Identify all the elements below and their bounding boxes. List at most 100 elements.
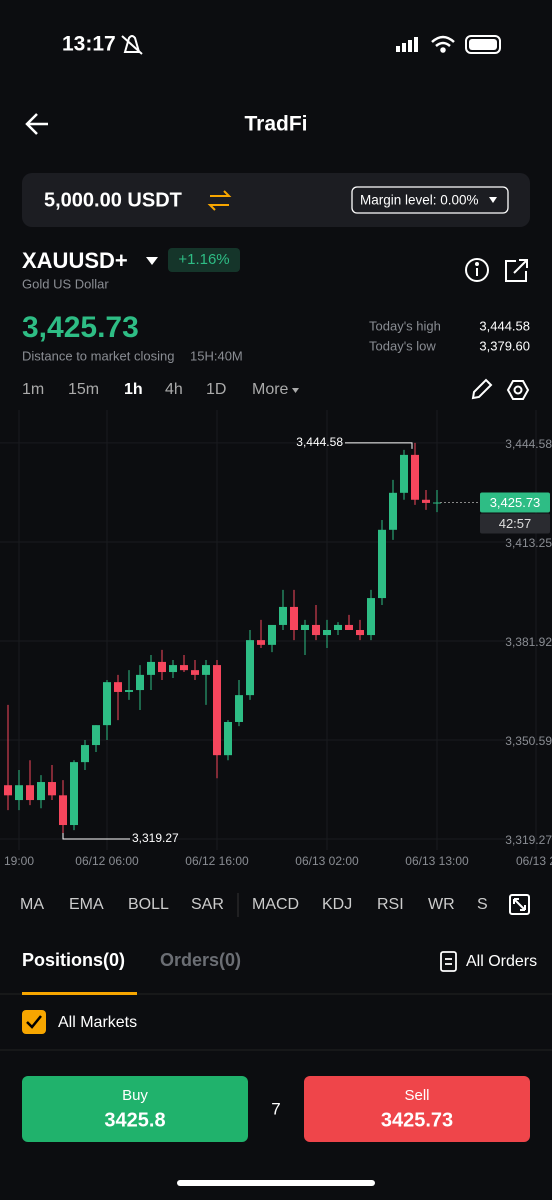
candle-body [191, 670, 199, 675]
margin-button[interactable] [351, 186, 509, 214]
symbol[interactable]: XAUUSD+ [22, 248, 128, 273]
indicator-option[interactable]: SAR [191, 896, 224, 913]
candle-body [411, 454, 419, 500]
candle-body [158, 661, 166, 673]
candle-body [92, 725, 100, 746]
buy-label: Buy [122, 1087, 148, 1104]
candle-body [37, 782, 45, 801]
interval-option[interactable]: 15m [68, 381, 99, 398]
candle-body [70, 762, 78, 826]
candle-body [169, 665, 177, 673]
x-tick-label: 19:00 [4, 854, 34, 868]
candle-body [48, 782, 56, 796]
sell-button[interactable] [304, 1076, 530, 1142]
interval-option[interactable]: 4h [165, 381, 183, 398]
signal-icon [396, 37, 418, 52]
interval-option[interactable]: More [252, 381, 289, 398]
interval-bar: 1m 15m 1h 4h 1D More [22, 381, 289, 398]
interval-option[interactable]: 1h [124, 381, 143, 398]
candle-body [15, 785, 23, 801]
candle-body [257, 640, 265, 645]
buy-button[interactable] [22, 1076, 248, 1142]
candle-body [279, 606, 287, 625]
indicator-option[interactable]: S [477, 896, 488, 913]
candle-body [180, 665, 188, 671]
positions-tab[interactable]: Positions(0) [22, 950, 125, 970]
mute-icon [121, 35, 143, 55]
low-marker [62, 833, 130, 840]
candle-body [312, 624, 320, 636]
swap-icon[interactable] [207, 190, 232, 211]
candle-body [356, 630, 364, 636]
indicator-option[interactable]: BOLL [128, 896, 169, 913]
all-orders[interactable]: All Orders [466, 953, 537, 970]
share-icon[interactable] [505, 259, 528, 282]
clock: 13:17 [62, 33, 116, 56]
candle-body [147, 661, 155, 675]
candle-body [290, 606, 298, 630]
candle-body [422, 499, 430, 503]
candle-body [4, 785, 12, 796]
candle-body [136, 674, 144, 691]
symbol-dropdown[interactable] [146, 257, 158, 265]
candle-body [81, 745, 89, 763]
sell-label: Sell [404, 1087, 429, 1104]
interval-option[interactable]: 1D [206, 381, 226, 398]
indicator-option[interactable]: RSI [377, 896, 404, 913]
battery-level [469, 39, 497, 50]
x-tick-label: 06/13 13:00 [405, 854, 469, 868]
x-tick-label: 06/12 06:00 [75, 854, 139, 868]
indicator-option[interactable]: WR [428, 896, 455, 913]
x-tick-label: 06/13 02:00 [295, 854, 359, 868]
change: +1.16% [178, 251, 229, 268]
margin-level: Margin level: 0.00% [360, 193, 479, 208]
info-icon[interactable] [465, 258, 489, 282]
low-value: 3,379.60 [479, 338, 530, 353]
indicator-option[interactable]: MA [20, 896, 44, 913]
settings-icon[interactable] [506, 380, 530, 400]
y-tick-label: 3,319.27 [505, 833, 552, 847]
x-tick-label: 06/12 16:00 [185, 854, 249, 868]
indicator-bar: MA EMA BOLL SAR MACD KDJ RSI WR S [20, 896, 488, 913]
interval-option[interactable]: 1m [22, 381, 44, 398]
dropdown-icon [489, 197, 497, 203]
check-mark [26, 1015, 42, 1029]
indicator-option[interactable]: KDJ [322, 896, 352, 913]
high-marker [345, 442, 413, 449]
more-dropdown[interactable] [292, 388, 299, 393]
orders-icon[interactable] [440, 951, 457, 972]
home-indicator [177, 1180, 375, 1186]
fullscreen-icon[interactable] [509, 894, 530, 915]
spread: 7 [271, 1099, 280, 1118]
candle-body [246, 640, 254, 696]
last-price: 3,425.73 [22, 311, 139, 344]
candle-body [59, 795, 67, 826]
page-title: TradFi [244, 113, 307, 136]
draw-icon[interactable] [471, 378, 493, 400]
price-tag-label: 3,425.73 [490, 495, 541, 510]
candle-body [235, 695, 243, 722]
chart: 19:00 06/12 06:00 06/12 16:00 06/13 02:00 06… [0, 410, 552, 868]
low-label: Today's low [369, 338, 436, 353]
low-annotation: 3,319.27 [132, 831, 179, 845]
high-annotation: 3,444.58 [296, 435, 343, 449]
candle-body [389, 492, 397, 530]
countdown: 42:57 [499, 516, 532, 531]
filter-label[interactable]: All Markets [58, 1014, 137, 1031]
candle-body [345, 624, 353, 630]
buy-price: 3425.8 [104, 1109, 165, 1131]
checkbox[interactable] [22, 1010, 46, 1034]
battery-icon [465, 35, 501, 54]
balance: 5,000.00 USDT [44, 189, 182, 211]
indicator-option[interactable]: MACD [252, 896, 299, 913]
closing-time: 15H:40M [190, 348, 243, 363]
orders-tab[interactable]: Orders(0) [160, 950, 241, 970]
back-button[interactable] [25, 113, 48, 135]
indicator-option[interactable]: EMA [69, 896, 104, 913]
candle-body [367, 598, 375, 636]
countdown-box [480, 513, 550, 534]
candle-body [103, 682, 111, 726]
wifi-icon [431, 35, 455, 53]
